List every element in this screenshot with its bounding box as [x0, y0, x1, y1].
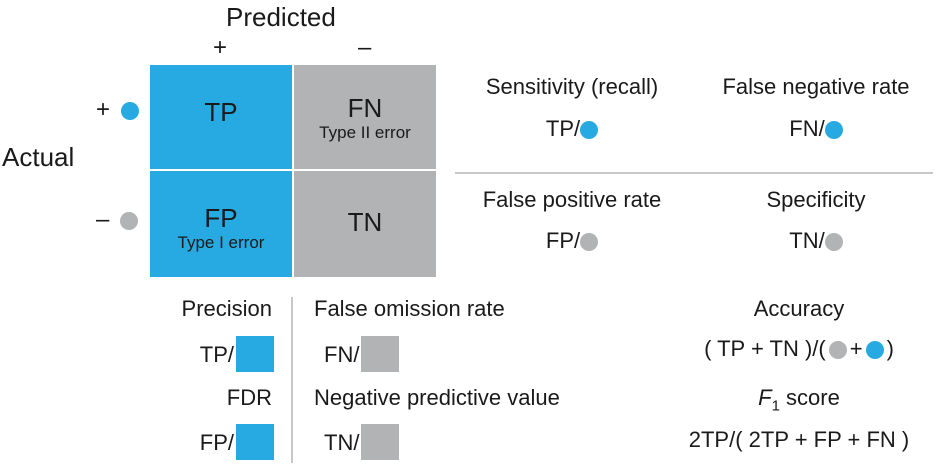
- fnr-formula-text: FN/: [789, 116, 825, 141]
- accuracy-formula-text: ( TP + TN )/(: [704, 336, 826, 361]
- predicted-positive-sign: +: [213, 34, 228, 61]
- accuracy-formula: ( TP + TN )/( +): [654, 336, 944, 362]
- npv-title: Negative predictive value: [314, 385, 560, 410]
- positive-square-icon: [236, 424, 274, 460]
- f1-formula: 2TP/( 2TP + FP + FN ): [688, 427, 910, 452]
- for-formula-text: FN/: [324, 342, 360, 367]
- negative-dot-icon: [580, 233, 599, 251]
- actual-positive-row-label: +: [96, 96, 139, 124]
- actual-negative-sign: –: [96, 206, 110, 233]
- accuracy-close: ): [886, 336, 894, 361]
- cell-tn: TN: [294, 171, 436, 277]
- cell-tn-label: TN: [347, 207, 383, 237]
- specificity-formula-text: TN/: [789, 228, 825, 253]
- f1-title: F1 score: [654, 385, 944, 414]
- fpr-title: False positive rate: [482, 187, 662, 212]
- fpr-formula-text: FP/: [545, 228, 581, 253]
- f1-title-f: F: [758, 385, 772, 410]
- specificity-title: Specificity: [766, 187, 866, 212]
- actual-label: Actual: [2, 142, 75, 172]
- cell-tp-label: TP: [204, 97, 238, 127]
- cell-fn-subtitle: Type II error: [319, 123, 411, 142]
- npv-formula-text: TN/: [324, 430, 360, 455]
- specificity-formula: TN/: [700, 228, 932, 254]
- precision-formula-text: TP/: [199, 342, 234, 367]
- negative-dot-icon: [828, 341, 847, 359]
- predicted-header: Predicted: [226, 2, 336, 32]
- npv-formula: TN/: [324, 424, 400, 460]
- precision-title: Precision: [181, 296, 272, 321]
- cell-tp: TP: [150, 65, 292, 169]
- horizontal-divider: [455, 172, 933, 174]
- fdr-title: FDR: [226, 385, 272, 410]
- sensitivity-formula: TP/: [452, 116, 692, 142]
- accuracy-title: Accuracy: [753, 296, 845, 321]
- precision-formula: TP/: [200, 336, 274, 372]
- for-title: False omission rate: [314, 296, 505, 321]
- negative-square-icon: [361, 424, 400, 460]
- positive-square-icon: [236, 336, 274, 372]
- accuracy-plus: +: [849, 336, 863, 361]
- actual-positive-sign: +: [96, 96, 111, 123]
- positive-dot-icon: [865, 341, 884, 359]
- cell-fp: FP Type I error: [150, 171, 292, 277]
- cell-fn-label: FN: [347, 93, 383, 123]
- fnr-title: False negative rate: [722, 74, 910, 99]
- cell-fp-subtitle: Type I error: [177, 233, 265, 252]
- fpr-formula: FP/: [452, 228, 692, 254]
- fdr-formula-text: FP/: [199, 430, 234, 455]
- positive-dot-icon: [824, 121, 843, 139]
- cell-fp-label: FP: [204, 203, 238, 233]
- f1-title-subscript: 1: [771, 397, 780, 415]
- actual-negative-row-label: –: [96, 206, 139, 234]
- fnr-formula: FN/: [700, 116, 932, 142]
- negative-dot-icon: [120, 212, 139, 230]
- negative-square-icon: [361, 336, 400, 372]
- negative-dot-icon: [824, 233, 843, 251]
- f1-title-rest: score: [779, 385, 840, 410]
- sensitivity-formula-text: TP/: [545, 116, 581, 141]
- predicted-negative-sign: –: [358, 34, 372, 61]
- fdr-formula: FP/: [200, 424, 274, 460]
- positive-dot-icon: [580, 121, 599, 139]
- for-formula: FN/: [324, 336, 400, 372]
- vertical-divider: [291, 297, 293, 463]
- cell-fn: FN Type II error: [294, 65, 436, 169]
- sensitivity-title: Sensitivity (recall): [485, 74, 659, 99]
- positive-dot-icon: [120, 102, 139, 120]
